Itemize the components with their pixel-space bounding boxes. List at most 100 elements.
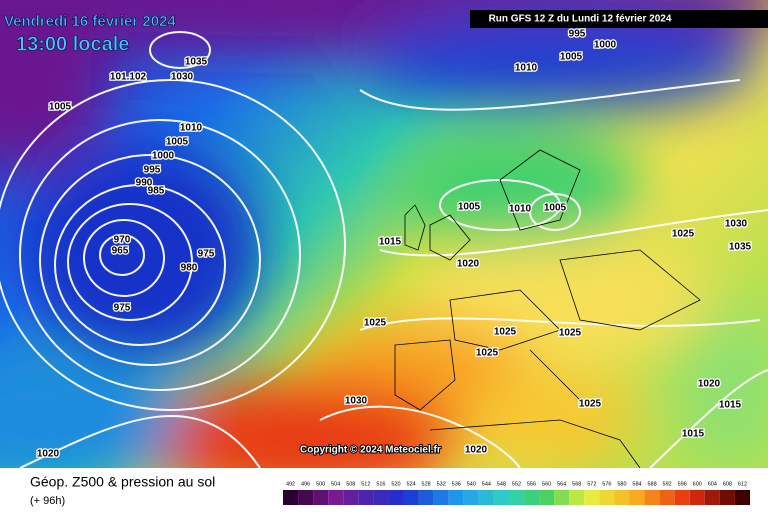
legend-swatch bbox=[298, 490, 314, 505]
legend-swatch bbox=[554, 490, 570, 505]
legend-swatch bbox=[433, 490, 449, 505]
isobar-label: 965 bbox=[112, 246, 129, 257]
isobar-label: 1005 bbox=[49, 102, 72, 113]
legend-swatch bbox=[448, 490, 464, 505]
isobar-label: 1015 bbox=[719, 400, 742, 411]
isobar-label: 1025 bbox=[494, 327, 517, 338]
legend-level: 580 bbox=[617, 481, 626, 487]
isobar-label: 1035 bbox=[185, 57, 208, 68]
legend-level: 524 bbox=[406, 481, 415, 487]
legend-swatch bbox=[689, 490, 705, 505]
isobar-label: 1010 bbox=[509, 204, 532, 215]
legend-level: 540 bbox=[467, 481, 476, 487]
isobar-label: 1030 bbox=[345, 396, 368, 407]
legend-level: 496 bbox=[301, 481, 310, 487]
legend-level: 568 bbox=[572, 481, 581, 487]
legend-level: 508 bbox=[346, 481, 355, 487]
legend-swatch bbox=[403, 490, 419, 505]
legend-swatch bbox=[283, 490, 299, 505]
isobar-label: 1010 bbox=[515, 63, 538, 74]
legend-level: 556 bbox=[527, 481, 536, 487]
legend-level: 560 bbox=[542, 481, 551, 487]
isobar-label: 1010 bbox=[180, 123, 203, 134]
legend-swatch bbox=[719, 490, 735, 505]
isobar-label: 1025 bbox=[579, 399, 602, 410]
legend-swatch bbox=[659, 490, 675, 505]
isobar-label: 1005 bbox=[544, 203, 567, 214]
legend-level: 492 bbox=[286, 481, 295, 487]
legend-swatch bbox=[388, 490, 404, 505]
legend-swatch bbox=[599, 490, 615, 505]
legend-level: 592 bbox=[663, 481, 672, 487]
legend-swatch bbox=[418, 490, 434, 505]
isobar-label: 1005 bbox=[166, 137, 189, 148]
isobar-label: 985 bbox=[148, 186, 165, 197]
isobar-label: 1030 bbox=[171, 72, 194, 83]
legend-level: 516 bbox=[376, 481, 385, 487]
isobar-labels: 1035 1010 1005 1000 995 101.102 1030 1005 1010 10… bbox=[36, 27, 753, 461]
legend-level: 572 bbox=[587, 481, 596, 487]
legend-level: 564 bbox=[557, 481, 566, 487]
isobar-label: 1025 bbox=[476, 348, 499, 359]
legend-level: 512 bbox=[361, 481, 370, 487]
legend-swatch bbox=[328, 490, 344, 505]
copyright: Copyright © 2024 Meteociel.fr bbox=[300, 445, 441, 456]
isobar-label: 1020 bbox=[698, 379, 721, 390]
legend-level: 576 bbox=[602, 481, 611, 487]
legend-level: 608 bbox=[723, 481, 732, 487]
isobar-label: 1000 bbox=[152, 151, 175, 162]
legend-level: 604 bbox=[708, 481, 717, 487]
isobar-label: 1005 bbox=[560, 52, 583, 63]
legend-level: 612 bbox=[738, 481, 747, 487]
isobar-label: 1020 bbox=[465, 445, 488, 456]
isobar-label: 975 bbox=[114, 303, 131, 314]
isobar-label: 975 bbox=[198, 249, 215, 260]
run-info: Run GFS 12 Z du Lundi 12 février 2024 bbox=[489, 14, 672, 25]
legend-level: 544 bbox=[482, 481, 491, 487]
legend-swatch bbox=[584, 490, 600, 505]
isobar-label: 1030 bbox=[725, 219, 748, 230]
legend-level: 520 bbox=[391, 481, 400, 487]
legend-swatch bbox=[614, 490, 630, 505]
legend-swatch bbox=[629, 490, 645, 505]
legend-swatch bbox=[493, 490, 509, 505]
legend-level: 588 bbox=[647, 481, 656, 487]
isobar-label: 990 bbox=[136, 178, 153, 189]
legend-swatch bbox=[508, 490, 525, 505]
legend-swatch bbox=[358, 490, 374, 505]
legend-swatch bbox=[644, 490, 660, 505]
legend-swatch bbox=[734, 490, 750, 505]
legend-swatch bbox=[478, 490, 494, 505]
legend-swatch bbox=[313, 490, 329, 505]
legend-swatch bbox=[524, 490, 540, 505]
legend-swatch bbox=[373, 490, 389, 505]
isobar-label: 1025 bbox=[672, 229, 695, 240]
legend-level: 552 bbox=[512, 481, 521, 487]
legend-swatch bbox=[674, 490, 690, 505]
map-field bbox=[0, 0, 768, 468]
isobar-label: 1035 bbox=[729, 242, 752, 253]
legend-lead: (+ 96h) bbox=[30, 495, 65, 507]
legend-level: 500 bbox=[316, 481, 325, 487]
isobar-label: 980 bbox=[181, 263, 198, 274]
isobar-label: 1015 bbox=[379, 237, 402, 248]
isobar-label: 1025 bbox=[364, 318, 387, 329]
isobar-label: 1020 bbox=[457, 259, 480, 270]
forecast-date: Vendredi 16 février 2024 bbox=[4, 13, 176, 30]
isobar-label: 1020 bbox=[37, 449, 60, 460]
isobar-label: 1015 bbox=[682, 429, 705, 440]
isobar-label: 995 bbox=[569, 29, 586, 40]
color-legend: 492 496 500 504 508 512 516 520 524 528 532 536 540 5… bbox=[283, 481, 750, 505]
isobar-label: 1025 bbox=[559, 328, 582, 339]
legend-level: 548 bbox=[497, 481, 506, 487]
isobar-label: 1005 bbox=[458, 202, 481, 213]
isobar-label: 970 bbox=[114, 235, 131, 246]
legend-level: 528 bbox=[422, 481, 431, 487]
legend-level: 600 bbox=[693, 481, 702, 487]
legend-swatch bbox=[569, 490, 585, 505]
legend-swatch bbox=[539, 490, 555, 505]
legend-level: 536 bbox=[452, 481, 461, 487]
forecast-time: 13:00 locale bbox=[16, 33, 129, 55]
legend-level: 532 bbox=[437, 481, 446, 487]
